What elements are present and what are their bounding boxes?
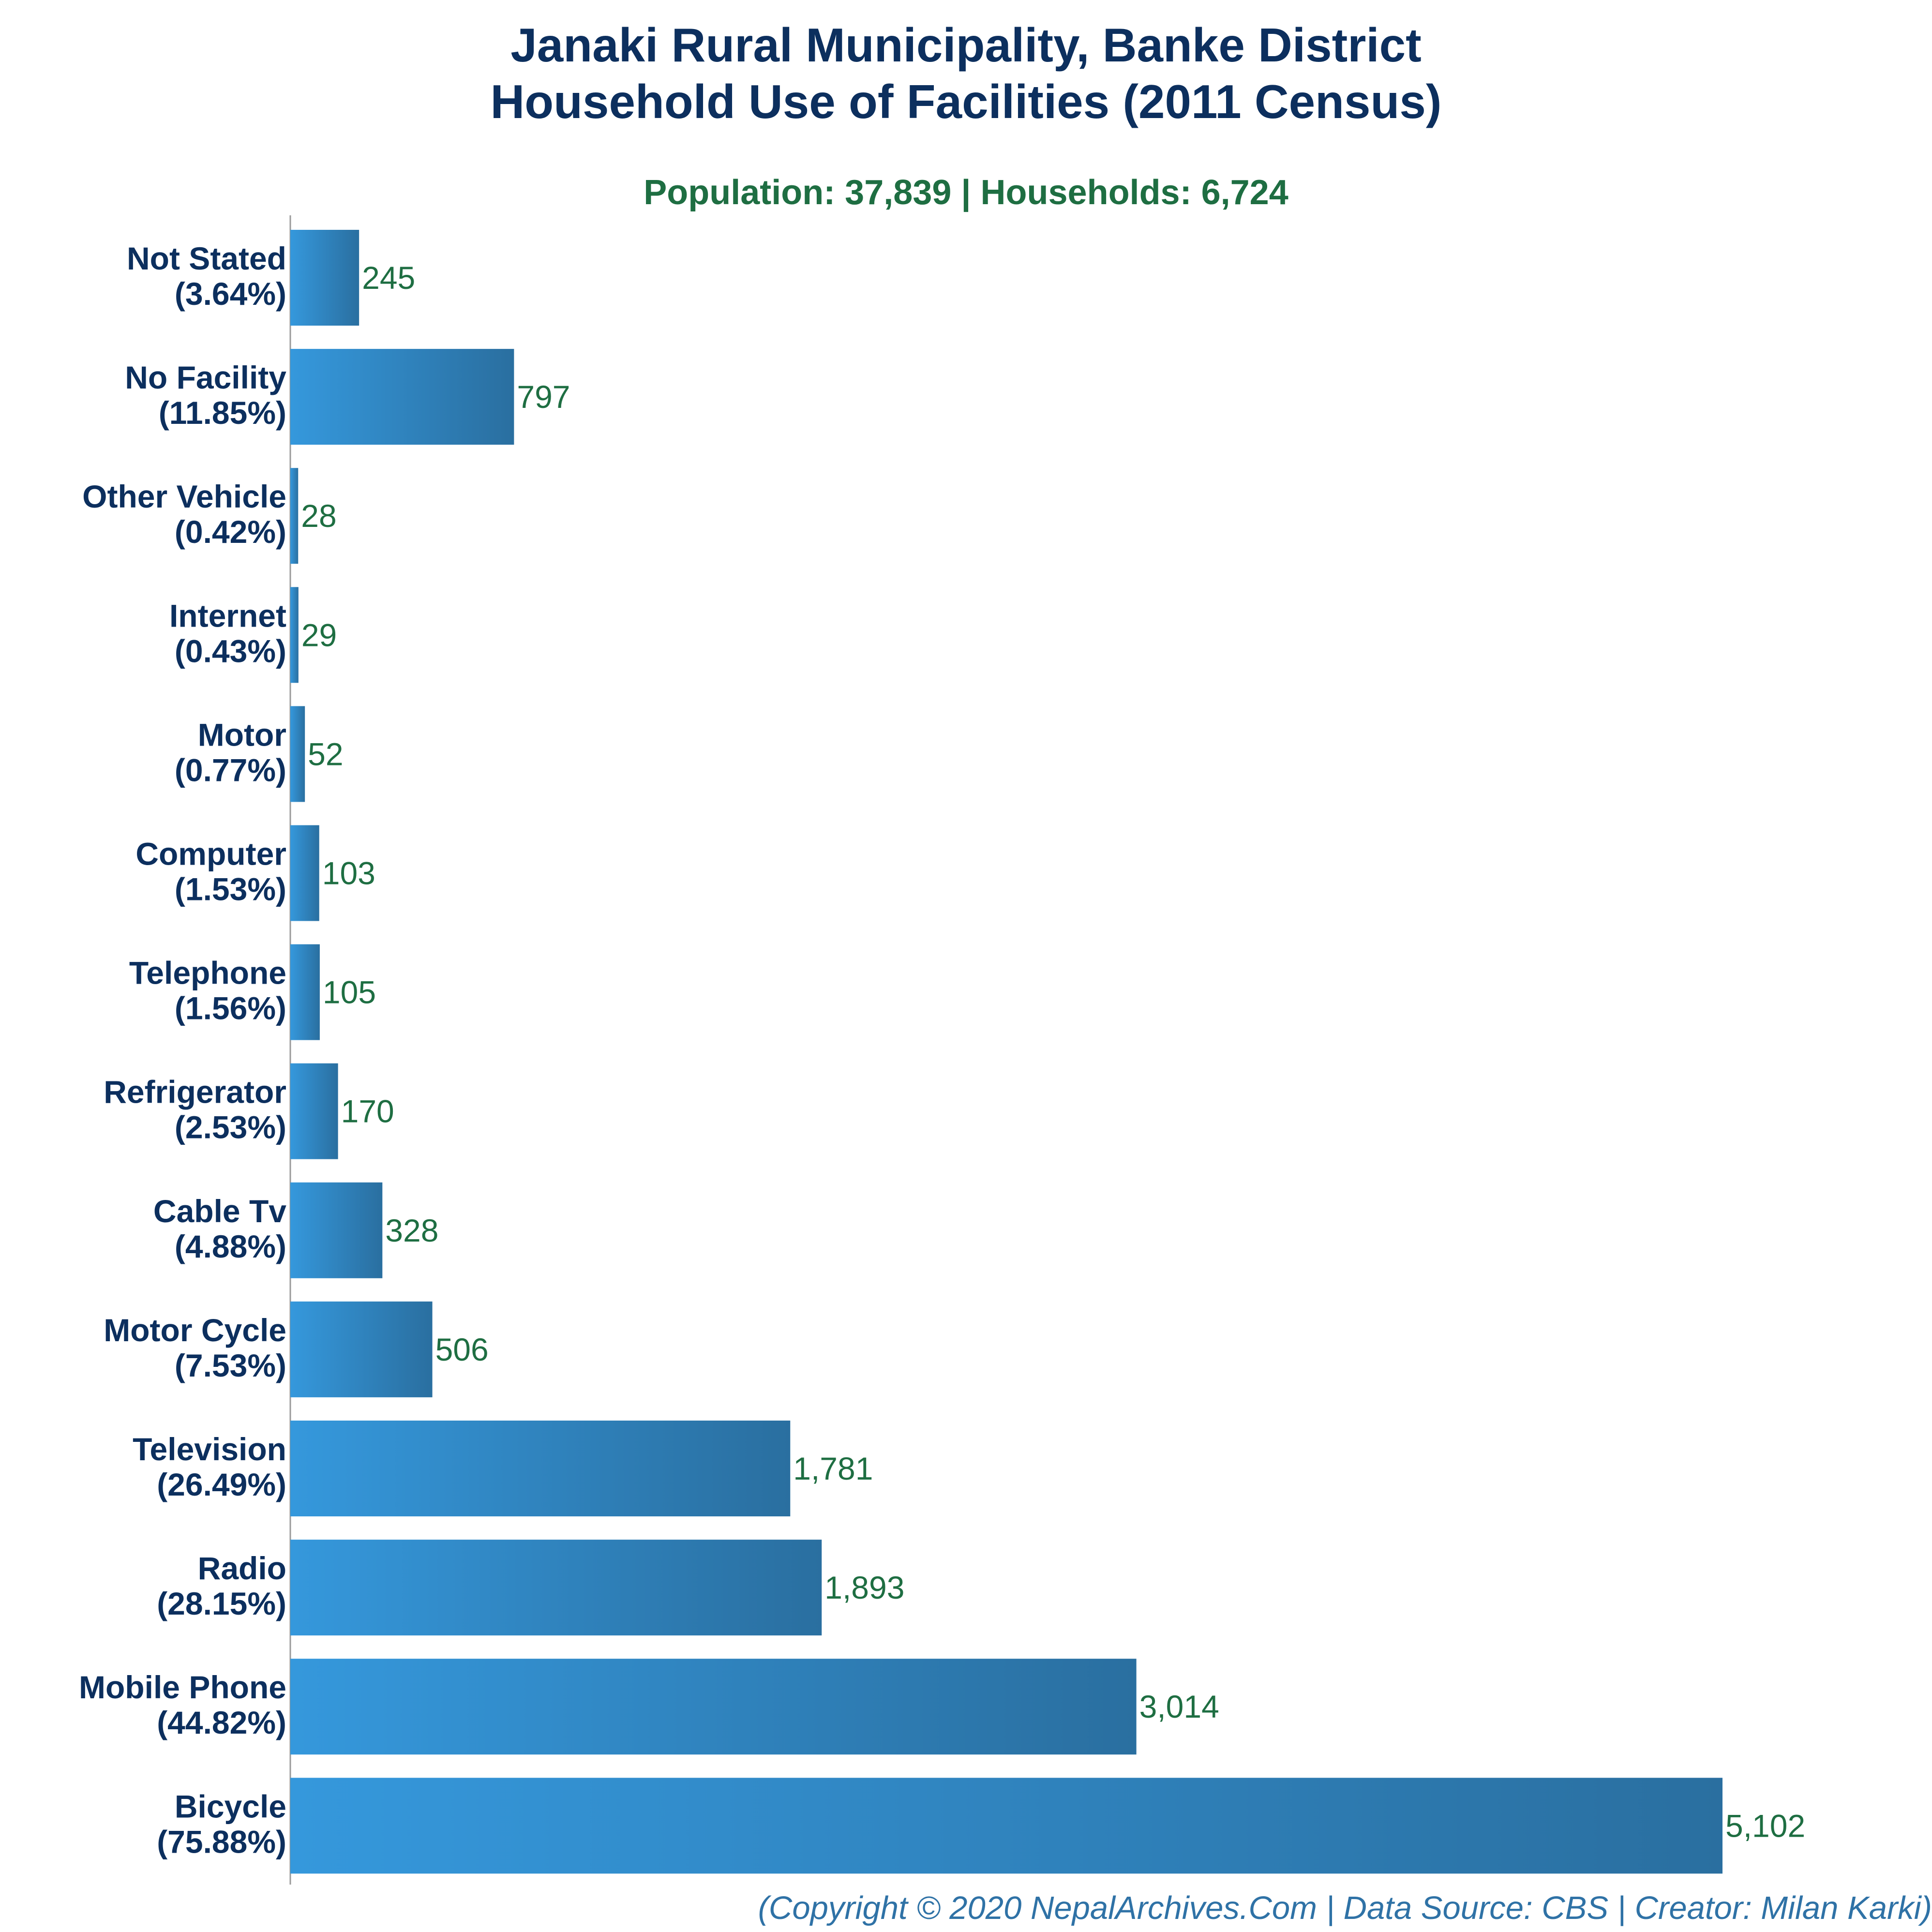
percent-label: (0.77%) xyxy=(175,752,286,788)
percent-label: (1.56%) xyxy=(175,990,286,1026)
value-label: 3,014 xyxy=(1139,1689,1219,1724)
percent-label: (0.43%) xyxy=(175,633,286,669)
value-label: 103 xyxy=(322,855,375,891)
percent-label: (3.64%) xyxy=(175,276,286,312)
value-label: 170 xyxy=(341,1093,394,1129)
category-label: Internet xyxy=(169,598,286,633)
value-label: 52 xyxy=(308,736,343,772)
value-label: 1,781 xyxy=(793,1451,873,1486)
category-label: Television xyxy=(133,1431,286,1467)
value-label: 105 xyxy=(323,974,376,1010)
percent-label: (7.53%) xyxy=(175,1348,286,1383)
value-label: 506 xyxy=(435,1332,489,1367)
category-label: Computer xyxy=(135,836,286,872)
bar-cable-tv xyxy=(290,1182,383,1278)
bar-mobile-phone xyxy=(290,1659,1137,1755)
category-label: Motor xyxy=(198,717,286,752)
category-label: Mobile Phone xyxy=(79,1669,286,1705)
bar-computer xyxy=(290,825,319,921)
value-label: 797 xyxy=(517,379,570,415)
bar-telephone xyxy=(290,944,320,1040)
bar-motor xyxy=(290,706,305,802)
category-label: Telephone xyxy=(129,955,286,991)
bar-television xyxy=(290,1421,791,1516)
copyright-footer: (Copyright © 2020 NepalArchives.Com | Da… xyxy=(758,1890,1932,1926)
category-label: No Facility xyxy=(125,359,286,395)
percent-label: (44.82%) xyxy=(157,1705,286,1740)
category-label: Motor Cycle xyxy=(104,1312,286,1348)
value-label: 5,102 xyxy=(1725,1808,1805,1843)
bar-bicycle xyxy=(290,1778,1722,1874)
percent-label: (28.15%) xyxy=(157,1586,286,1621)
value-label: 28 xyxy=(301,498,336,534)
value-label: 245 xyxy=(362,260,415,296)
chart-subtitle: Population: 37,839 | Households: 6,724 xyxy=(644,173,1288,212)
bars-group: 245 Not Stated(3.64%) 797 No Facility(11.85… xyxy=(79,230,1805,1874)
category-label: Bicycle xyxy=(175,1788,286,1824)
bar-internet xyxy=(290,587,299,683)
bar-radio xyxy=(290,1540,822,1636)
bar-motor-cycle xyxy=(290,1301,433,1397)
percent-label: (2.53%) xyxy=(175,1109,286,1145)
value-label: 1,893 xyxy=(824,1570,904,1605)
bar-refrigerator xyxy=(290,1063,338,1159)
category-label: Other Vehicle xyxy=(82,479,286,514)
value-label: 328 xyxy=(385,1213,438,1248)
percent-label: (1.53%) xyxy=(175,871,286,907)
category-label: Cable Tv xyxy=(153,1193,286,1229)
bar-not-stated xyxy=(290,230,359,326)
chart-title: Janaki Rural Municipality, Banke Distric… xyxy=(0,17,1932,130)
chart-title-line1: Janaki Rural Municipality, Banke Distric… xyxy=(510,18,1422,72)
chart-title-line2: Household Use of Facilities (2011 Census… xyxy=(490,75,1442,128)
percent-label: (26.49%) xyxy=(157,1467,286,1502)
percent-label: (11.85%) xyxy=(159,395,286,431)
percent-label: (4.88%) xyxy=(175,1228,286,1264)
percent-label: (75.88%) xyxy=(157,1824,286,1859)
value-label: 29 xyxy=(301,617,337,653)
category-label: Not Stated xyxy=(127,240,286,276)
category-label: Radio xyxy=(198,1550,286,1586)
bar-no-facility xyxy=(290,349,514,445)
category-label: Refrigerator xyxy=(104,1074,286,1110)
percent-label: (0.42%) xyxy=(175,514,286,550)
bar-other-vehicle xyxy=(290,468,299,564)
